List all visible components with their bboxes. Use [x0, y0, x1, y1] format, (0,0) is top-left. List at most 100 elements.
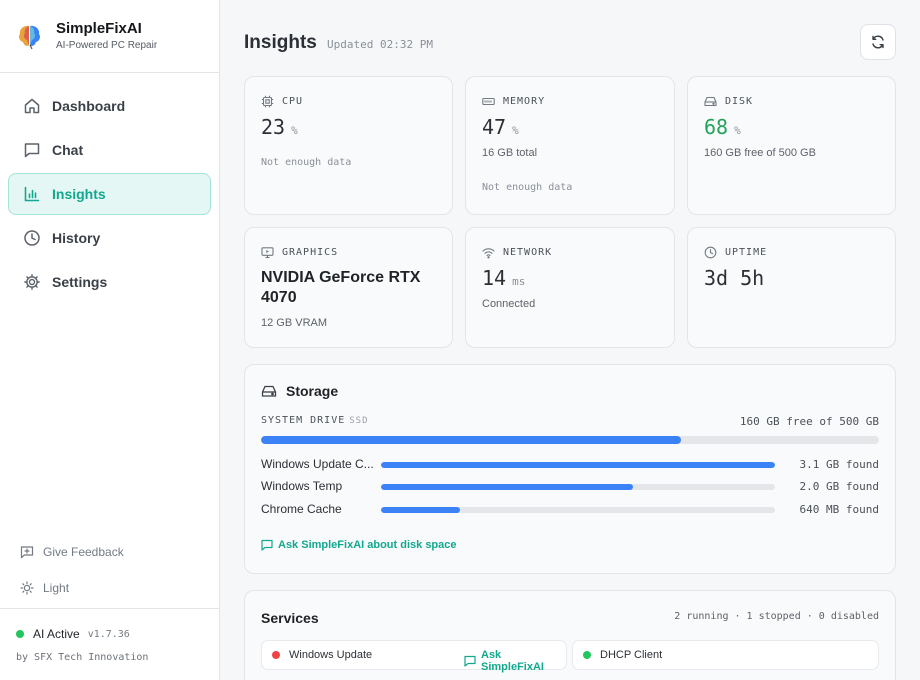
- system-drive-free: 160 GB free of 500 GB: [739, 415, 879, 428]
- service-name: Windows Update: [289, 649, 373, 661]
- monitor-icon: [261, 246, 274, 259]
- system-drive-bar: [261, 436, 879, 444]
- memory-total: 16 GB total: [482, 147, 538, 159]
- status-dot: [16, 630, 24, 638]
- memory-value: 47%: [482, 115, 519, 139]
- disk-header: DISK: [704, 95, 753, 108]
- system-drive-name: SYSTEM DRIVE: [261, 415, 346, 426]
- cleanup-name: Windows Update C...: [261, 457, 374, 471]
- memory-icon: [482, 95, 495, 108]
- services-summary: 2 running · 1 stopped · 0 disabled: [674, 611, 879, 622]
- cleanup-row: Chrome Cache 640 MB found: [261, 502, 879, 520]
- system-drive-bar-fill: [261, 436, 682, 444]
- cleanup-size: 3.1 GB found: [799, 458, 879, 471]
- clock-icon: [23, 229, 41, 247]
- graphics-header: GRAPHICS: [261, 246, 338, 259]
- feedback-icon: [20, 545, 34, 559]
- network-unit: ms: [512, 275, 526, 288]
- brand-tagline: AI-Powered PC Repair: [56, 40, 158, 51]
- theme-toggle-button[interactable]: Light: [20, 581, 69, 595]
- nav-label: Chat: [52, 142, 84, 158]
- nav-label: Settings: [52, 274, 108, 290]
- network-status: Connected: [482, 298, 536, 310]
- cpu-label: CPU: [282, 96, 304, 107]
- cleanup-bar-fill: [381, 484, 634, 490]
- version-label: v1.7.36: [87, 628, 130, 640]
- network-label: NETWORK: [503, 247, 553, 258]
- cpu-card: CPU 23% Not enough data: [244, 76, 453, 215]
- cpu-note: Not enough data: [261, 157, 352, 168]
- uptime-value: 3d 5h: [704, 266, 765, 290]
- nav-item-history[interactable]: History: [8, 217, 211, 259]
- ask-disk-space-label: Ask SimpleFixAI about disk space: [278, 539, 457, 551]
- memory-header: MEMORY: [482, 95, 545, 108]
- ai-status-label: AI Active: [33, 627, 80, 641]
- graphics-label: GRAPHICS: [282, 247, 339, 258]
- gpu-vram: 12 GB VRAM: [261, 317, 328, 329]
- theme-label: Light: [43, 581, 70, 595]
- cleanup-bar: [381, 507, 775, 513]
- storage-title-label: Storage: [286, 383, 339, 399]
- ask-service-link[interactable]: Ask SimpleFixAI: [464, 649, 566, 673]
- sidebar: SimpleFixAI AI-Powered PC Repair Dashboa…: [0, 0, 220, 680]
- chat-icon: [464, 655, 476, 667]
- sun-icon: [20, 581, 34, 595]
- chat-icon: [23, 141, 41, 159]
- nav-item-insights[interactable]: Insights: [8, 173, 211, 215]
- service-item-dhcp-client[interactable]: DHCP Client: [572, 640, 879, 670]
- ask-disk-space-link[interactable]: Ask SimpleFixAI about disk space: [261, 539, 457, 551]
- service-name: DHCP Client: [600, 649, 663, 661]
- brain-logo-icon: [19, 25, 40, 50]
- sidebar-footer: AI Active v1.7.36 by SFX Tech Innovation: [0, 608, 219, 680]
- disk-value: 68%: [704, 115, 741, 139]
- refresh-icon: [872, 35, 884, 49]
- hard-drive-icon: [704, 95, 717, 108]
- services-card: Services 2 running · 1 stopped · 0 disab…: [244, 590, 896, 680]
- uptime-label: UPTIME: [725, 247, 768, 258]
- memory-note: Not enough data: [482, 182, 573, 193]
- storage-title: Storage: [261, 383, 338, 399]
- cleanup-bar: [381, 462, 775, 468]
- refresh-button[interactable]: [860, 24, 896, 60]
- nav-item-chat[interactable]: Chat: [8, 129, 211, 171]
- drive-type: SSD: [349, 416, 369, 426]
- nav-item-settings[interactable]: Settings: [8, 261, 211, 303]
- cleanup-bar-fill: [381, 507, 460, 513]
- nav-label: Dashboard: [52, 98, 126, 114]
- uptime-card: UPTIME 3d 5h: [687, 227, 896, 348]
- network-header: NETWORK: [482, 246, 552, 259]
- gear-icon: [23, 273, 41, 291]
- credit-label: by SFX Tech Innovation: [16, 652, 149, 663]
- hard-drive-icon: [261, 383, 277, 399]
- main-content: Insights Updated 02:32 PM CPU 23% Not en…: [220, 0, 920, 680]
- gpu-name: NVIDIA GeForce RTX 4070: [261, 269, 421, 306]
- system-drive-label: SYSTEM DRIVE SSD: [261, 415, 369, 426]
- cpu-header: CPU: [261, 95, 303, 108]
- service-status-dot: [583, 651, 591, 659]
- graphics-card: GRAPHICS NVIDIA GeForce RTX 4070 12 GB V…: [244, 227, 453, 348]
- memory-value-number: 47: [482, 115, 507, 139]
- clock-icon: [704, 246, 717, 259]
- cleanup-size: 2.0 GB found: [799, 480, 879, 493]
- cpu-unit: %: [291, 124, 298, 137]
- bar-chart-icon: [23, 185, 41, 203]
- cleanup-name: Windows Temp: [261, 479, 343, 493]
- memory-label: MEMORY: [503, 96, 546, 107]
- give-feedback-label: Give Feedback: [43, 545, 124, 559]
- home-icon: [23, 97, 41, 115]
- wifi-icon: [482, 246, 495, 259]
- disk-value-number: 68: [704, 115, 729, 139]
- cpu-value: 23%: [261, 115, 298, 139]
- cleanup-bar-fill: [381, 462, 775, 468]
- uptime-header: UPTIME: [704, 246, 767, 259]
- page-title: Insights: [244, 32, 317, 53]
- cleanup-bar: [381, 484, 775, 490]
- disk-label: DISK: [725, 96, 754, 107]
- service-item-windows-update[interactable]: Windows Update Ask SimpleFixAI: [261, 640, 567, 673]
- cleanup-row: Windows Temp 2.0 GB found: [261, 479, 879, 497]
- disk-unit: %: [734, 124, 741, 137]
- nav-item-dashboard[interactable]: Dashboard: [8, 85, 211, 127]
- give-feedback-button[interactable]: Give Feedback: [20, 545, 124, 559]
- chat-icon: [261, 539, 273, 551]
- network-card: NETWORK 14 ms Connected: [465, 227, 675, 348]
